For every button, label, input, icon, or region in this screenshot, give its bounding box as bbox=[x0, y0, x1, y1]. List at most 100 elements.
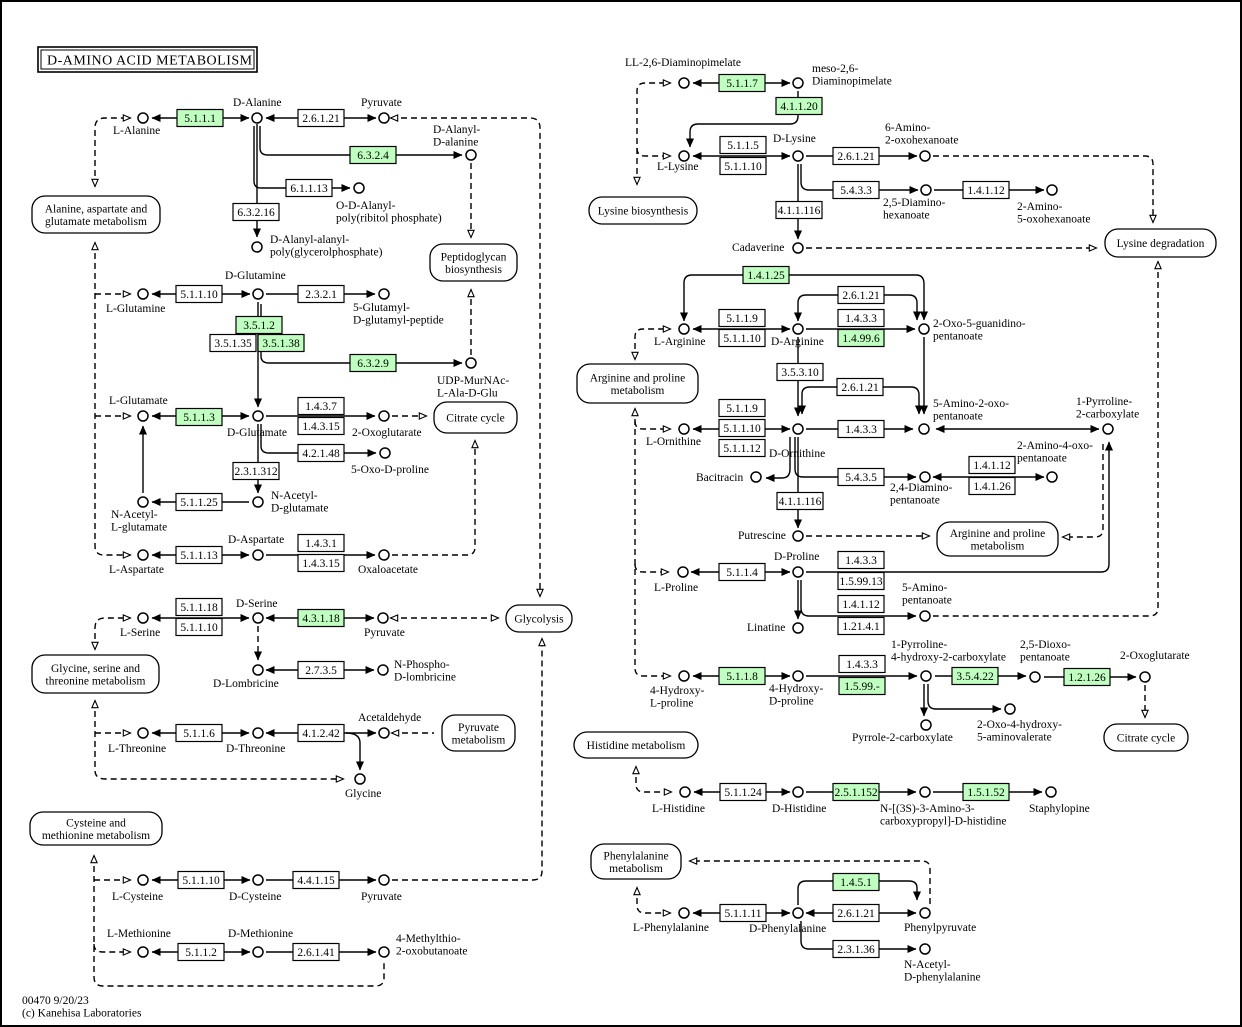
compound-circle-2-Amino-5-oxohexanoate[interactable] bbox=[1046, 184, 1058, 196]
compound-circle-1-Pyrroline-2-carboxylate[interactable] bbox=[1102, 423, 1114, 435]
enzyme-box-5.1.1.10[interactable] bbox=[175, 284, 223, 304]
enzyme-box-1.4.1.26[interactable] bbox=[968, 476, 1016, 496]
enzyme-box-5.4.3.3[interactable] bbox=[832, 180, 880, 200]
enzyme-box-2.7.3.5[interactable] bbox=[297, 660, 345, 680]
compound-circle-L-Alanine[interactable] bbox=[137, 112, 149, 124]
enzyme-box-5.1.1.6[interactable] bbox=[175, 723, 223, 743]
compound-circle-4-Hydroxy-D-proline[interactable] bbox=[792, 670, 804, 682]
enzyme-box-2.6.1.41[interactable] bbox=[292, 942, 340, 962]
compound-circle-D-Lysine[interactable] bbox=[792, 150, 804, 162]
enzyme-box-5.1.1.10[interactable] bbox=[718, 418, 766, 438]
enzyme-box-6.3.2.4[interactable] bbox=[349, 145, 397, 165]
compound-circle-D-Lombricine[interactable] bbox=[252, 664, 264, 676]
enzyme-box-6.1.1.13[interactable] bbox=[285, 178, 333, 198]
enzyme-box-2.6.1.21[interactable] bbox=[832, 146, 880, 166]
compound-circle-4-Hydroxy-L-proline[interactable] bbox=[678, 670, 690, 682]
enzyme-box-4.4.1.15[interactable] bbox=[292, 870, 340, 890]
enzyme-box-6.3.2.9[interactable] bbox=[349, 353, 397, 373]
enzyme-box-6.3.2.16[interactable] bbox=[232, 202, 280, 222]
compound-circle-LL-2,6-Diaminopimelate[interactable] bbox=[678, 77, 690, 89]
compound-circle-Oxaloacetate[interactable] bbox=[378, 549, 390, 561]
compound-circle-D-Histidine[interactable] bbox=[792, 786, 804, 798]
compound-circle-5-Amino-pentanoate[interactable] bbox=[919, 610, 931, 622]
compound-circle-Linatine[interactable] bbox=[792, 622, 804, 634]
compound-circle-N-Acetyl-D-phenylalanine[interactable] bbox=[919, 943, 931, 955]
compound-circle-L-Arginine[interactable] bbox=[678, 323, 690, 335]
compound-circle-Pyruvate[interactable] bbox=[377, 612, 389, 624]
compound-circle-L-Proline[interactable] bbox=[677, 566, 689, 578]
compound-circle-D-Ornithine[interactable] bbox=[792, 423, 804, 435]
pathway-box[interactable] bbox=[441, 714, 516, 752]
enzyme-box-1.4.99.6[interactable] bbox=[837, 328, 885, 348]
enzyme-box-5.1.1.10[interactable] bbox=[177, 870, 225, 890]
enzyme-box-1.21.4.1[interactable] bbox=[837, 616, 885, 636]
enzyme-box-1.4.1.12[interactable] bbox=[968, 455, 1016, 475]
enzyme-box-5.1.1.24[interactable] bbox=[719, 782, 767, 802]
compound-circle-Glycine[interactable] bbox=[354, 773, 366, 785]
enzyme-box-2.3.1.36[interactable] bbox=[832, 939, 880, 959]
compound-circle-L-Serine[interactable] bbox=[137, 612, 149, 624]
compound-circle-2,5-Dioxo-pentanoate[interactable] bbox=[1029, 671, 1041, 683]
enzyme-box-5.1.1.25[interactable] bbox=[175, 492, 223, 512]
enzyme-box-5.1.1.18[interactable] bbox=[175, 597, 223, 617]
compound-circle-L-Cysteine[interactable] bbox=[137, 874, 149, 886]
enzyme-box-1.4.3.3[interactable] bbox=[837, 550, 885, 570]
enzyme-box-5.1.1.10[interactable] bbox=[718, 328, 766, 348]
enzyme-box-2.6.1.21[interactable] bbox=[836, 377, 884, 397]
enzyme-box-1.4.3.3[interactable] bbox=[837, 308, 885, 328]
pathway-box[interactable] bbox=[429, 243, 518, 282]
enzyme-box-1.5.99.-[interactable] bbox=[838, 676, 886, 696]
compound-circle-2-Oxoglutarate[interactable] bbox=[378, 410, 390, 422]
compound-circle-2-Oxoglutarate[interactable] bbox=[1139, 671, 1151, 683]
enzyme-box-1.4.3.1[interactable] bbox=[297, 533, 345, 553]
compound-circle-5-Glutamyl-D-glutamyl-peptide[interactable] bbox=[378, 288, 390, 300]
pathway-box[interactable] bbox=[29, 811, 163, 846]
enzyme-box-5.1.1.11[interactable] bbox=[719, 903, 767, 923]
compound-circle-O-D-Alanyl-poly(ribitol phosphate)[interactable] bbox=[353, 182, 365, 194]
compound-circle-D-Serine[interactable] bbox=[252, 612, 264, 624]
compound-circle-D-Alanyl-alanyl-poly(glycerolphosphate)[interactable] bbox=[251, 241, 263, 253]
enzyme-box-1.4.3.15[interactable] bbox=[297, 416, 345, 436]
enzyme-box-2.3.2.1[interactable] bbox=[297, 284, 345, 304]
compound-circle-D-Cysteine[interactable] bbox=[252, 874, 264, 886]
enzyme-box-4.1.1.116[interactable] bbox=[775, 200, 823, 220]
compound-circle-D-Alanine[interactable] bbox=[251, 112, 263, 124]
enzyme-box-5.1.1.2[interactable] bbox=[177, 942, 225, 962]
enzyme-box-3.5.1.2[interactable] bbox=[235, 315, 283, 335]
compound-circle-5-Oxo-D-proline[interactable] bbox=[379, 447, 391, 459]
pathway-box[interactable] bbox=[31, 654, 160, 694]
compound-circle-D-Alanyl-D-alanine[interactable] bbox=[465, 149, 477, 161]
enzyme-box-2.3.1.312[interactable] bbox=[232, 461, 280, 481]
pathway-box[interactable] bbox=[433, 401, 518, 434]
compound-circle-Cadaverine[interactable] bbox=[792, 242, 804, 254]
compound-circle-2,5-Diaminohexanoate[interactable] bbox=[920, 184, 932, 196]
enzyme-box-1.4.3.3[interactable] bbox=[837, 419, 885, 439]
enzyme-box-5.1.1.8[interactable] bbox=[718, 666, 766, 686]
enzyme-box-1.5.1.52[interactable] bbox=[962, 782, 1010, 802]
compound-circle-UDP-MurNAc-L-Ala-D-Glu[interactable] bbox=[465, 357, 477, 369]
enzyme-box-5.1.1.10[interactable] bbox=[719, 156, 767, 176]
compound-circle-Staphylopine[interactable] bbox=[1045, 786, 1057, 798]
compound-circle-L-Histidine[interactable] bbox=[679, 786, 691, 798]
enzyme-box-5.1.1.12[interactable] bbox=[718, 438, 766, 458]
compound-circle-N-Phospho-D-lombricine[interactable] bbox=[377, 664, 389, 676]
enzyme-box-5.4.3.5[interactable] bbox=[837, 467, 885, 487]
compound-circle-L-Glutamine[interactable] bbox=[137, 288, 149, 300]
enzyme-box-1.2.1.26[interactable] bbox=[1063, 667, 1111, 687]
enzyme-box-1.4.5.1[interactable] bbox=[832, 872, 880, 892]
enzyme-box-5.1.1.1[interactable] bbox=[176, 108, 224, 128]
compound-circle-5-Amino-2-oxo-pentanoate[interactable] bbox=[918, 423, 930, 435]
enzyme-box-1.4.1.12[interactable] bbox=[837, 594, 885, 614]
compound-circle-L-Threonine[interactable] bbox=[137, 727, 149, 739]
compound-circle-D-Aspartate[interactable] bbox=[252, 549, 264, 561]
enzyme-box-4.1.2.42[interactable] bbox=[297, 723, 345, 743]
compound-circle-N-Acetyl-D-glutamate[interactable] bbox=[252, 496, 264, 508]
enzyme-box-4.1.1.20[interactable] bbox=[775, 96, 823, 116]
enzyme-box-2.6.1.21[interactable] bbox=[297, 108, 345, 128]
enzyme-box-4.1.1.116[interactable] bbox=[776, 491, 824, 511]
enzyme-box-3.5.4.22[interactable] bbox=[951, 666, 999, 686]
pathway-box[interactable] bbox=[505, 604, 573, 633]
compound-circle-Pyruvate[interactable] bbox=[378, 874, 390, 886]
compound-circle-L-Glutamate[interactable] bbox=[137, 410, 149, 422]
compound-circle-D-Arginine[interactable] bbox=[792, 323, 804, 335]
